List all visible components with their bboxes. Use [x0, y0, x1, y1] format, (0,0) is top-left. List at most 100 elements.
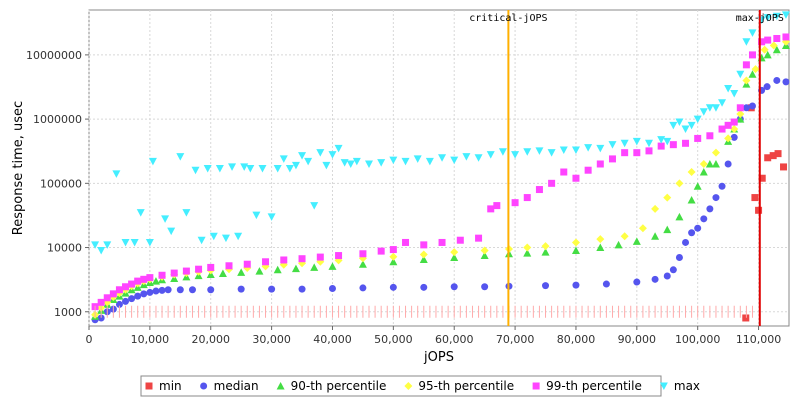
99-th-percentile-point: [182, 267, 190, 275]
max-jOPS-label: max-jOPS: [736, 13, 784, 24]
95-th-percentile-point: [541, 242, 550, 251]
median-point: [694, 224, 702, 232]
median-point: [389, 283, 397, 291]
max-point: [711, 104, 720, 112]
legend-item-90-th-percentile: 90-th percentile: [276, 379, 387, 393]
median-point: [359, 284, 367, 292]
legend-label-median: median: [214, 379, 259, 393]
median-point: [663, 272, 671, 280]
max-point: [705, 104, 714, 112]
y-tick-label: 100000: [40, 177, 82, 190]
legend-swatch-99-th-percentile: [532, 382, 540, 390]
legend-label-max: max: [674, 379, 700, 393]
max-point: [328, 151, 337, 159]
legend-swatch-median: [200, 382, 208, 390]
95-th-percentile-point: [663, 193, 672, 202]
90-th-percentile-point: [663, 225, 672, 234]
max-point: [687, 121, 696, 130]
median-point: [128, 295, 136, 303]
90-th-percentile-point: [763, 50, 772, 59]
99-th-percentile-point: [170, 269, 178, 277]
median-point: [164, 286, 172, 294]
max-point: [763, 14, 772, 22]
median-point: [742, 104, 750, 112]
y-tick-label: 1000000: [33, 113, 82, 126]
median-point: [651, 275, 659, 283]
max-point: [252, 211, 261, 220]
95-th-percentile-point: [450, 248, 459, 257]
95-th-percentile-point: [769, 41, 778, 50]
max-point: [523, 148, 532, 156]
99-th-percentile-point: [243, 260, 251, 268]
median-point: [763, 83, 771, 91]
max-point: [258, 165, 267, 173]
95-th-percentile-point: [751, 65, 760, 74]
series-layer: [91, 11, 790, 324]
median-point: [298, 285, 306, 293]
max-point: [413, 155, 422, 163]
99-th-percentile-point: [280, 256, 288, 264]
y-tick-label: 1000: [54, 306, 82, 319]
max-point: [103, 241, 112, 249]
max-point: [246, 165, 255, 173]
max-point: [736, 70, 745, 79]
median-point: [146, 288, 154, 296]
90-th-percentile-point: [255, 267, 264, 275]
max-point: [97, 246, 106, 255]
median-point: [450, 283, 458, 291]
95-th-percentile-point: [724, 134, 733, 143]
99-th-percentile-point: [140, 275, 148, 283]
90-th-percentile-point: [614, 240, 623, 249]
99-th-percentile-point: [377, 247, 385, 255]
legend: min median 90-th percentile 95-th percentil…: [140, 375, 700, 397]
median-point: [176, 286, 184, 294]
95-th-percentile-point: [736, 110, 745, 119]
max-point: [221, 234, 230, 243]
90-th-percentile-point: [693, 182, 702, 190]
99-th-percentile-point: [621, 149, 629, 157]
min-point: [758, 174, 766, 182]
x-tick-label: 60,000: [435, 333, 474, 346]
median-point: [328, 285, 336, 293]
max-point: [340, 159, 349, 167]
99-th-percentile-point: [389, 246, 397, 254]
median-point: [724, 160, 732, 168]
max-point: [438, 154, 447, 162]
90-th-percentile-point: [310, 263, 319, 271]
max-point: [699, 108, 708, 116]
y-tick-label: 10000: [47, 242, 82, 255]
min-point: [774, 150, 782, 158]
legend-label-90-th-percentile: 90-th percentile: [291, 379, 387, 393]
99-th-percentile-point: [134, 277, 142, 285]
median-point: [542, 282, 550, 290]
grid: [88, 10, 789, 326]
median-point: [237, 285, 245, 293]
95-th-percentile-point: [571, 238, 580, 247]
x-tick-label: 40,000: [313, 333, 352, 346]
max-point: [209, 232, 218, 241]
max-point: [161, 215, 170, 223]
90-th-percentile-point: [419, 255, 428, 264]
90-th-percentile-point: [151, 277, 160, 285]
95-th-percentile-point: [699, 159, 708, 168]
max-point: [632, 137, 641, 146]
x-tick-label: 100,000: [675, 333, 721, 346]
99-th-percentile-point: [535, 186, 543, 194]
legend-label-95-th-percentile: 95-th percentile: [418, 379, 514, 393]
max-point: [197, 236, 206, 245]
90-th-percentile-point: [632, 237, 641, 245]
95-th-percentile-point: [480, 246, 489, 255]
99-th-percentile-point: [438, 238, 446, 246]
median-point: [688, 229, 696, 237]
99-th-percentile-point: [128, 280, 136, 288]
99-th-percentile-point: [748, 51, 756, 59]
series-median: [91, 76, 790, 324]
99-th-percentile-point: [548, 179, 556, 187]
x-tick-label: 20,000: [191, 333, 230, 346]
90-th-percentile-point: [291, 264, 300, 273]
99-th-percentile-point: [694, 134, 702, 142]
99-th-percentile-point: [596, 160, 604, 168]
max-point: [596, 144, 605, 153]
max-point: [203, 165, 212, 173]
median-point: [420, 283, 428, 291]
